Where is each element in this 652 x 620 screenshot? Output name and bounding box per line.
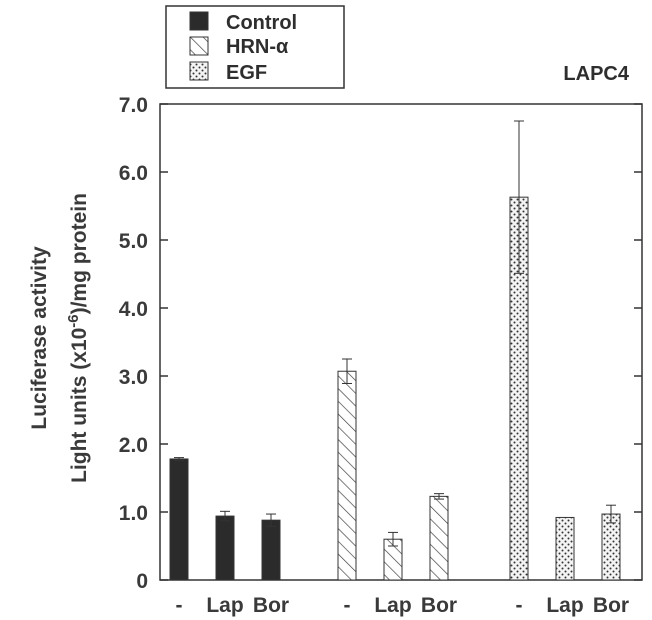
bar-egf-bor-2 [601,513,621,581]
bar-control-lap-1 [215,515,235,581]
x-label-control-2: Bor [253,594,289,617]
x-label-hrn-1: Lap [374,594,411,617]
y-axis-title-superscript: -6 [65,314,82,327]
error-bars [174,120,616,547]
y-axis: 0 1.0 2.0 3.0 4.0 5.0 6.0 7.0 [119,94,642,593]
plot-frame [159,103,643,581]
y-tick-label-3: 3.0 [119,366,148,389]
y-tick-label-1: 1.0 [119,502,148,525]
x-label-hrn-2: Bor [421,594,457,617]
bar-hrn-none-0 [337,370,357,581]
x-label-control-1: Lap [206,594,243,617]
bar-control-bor-2 [261,519,281,581]
x-label-control-0: - [176,594,183,617]
bars [169,196,621,581]
x-axis-labels: - Lap Bor - Lap Bor - Lap Bor [176,594,630,617]
y-tick-label-4: 4.0 [119,298,148,321]
y-axis-title-line2: Light units (x10-6)/mg protein [65,193,91,483]
bar-hrn-bor-2 [429,495,449,581]
legend-label-egf: EGF [226,62,267,84]
legend-swatch-egf [189,61,209,81]
y-tick-label-5: 5.0 [119,230,148,253]
legend-label-hrn: HRN-α [226,36,289,58]
legend-swatch-control [189,11,209,31]
bar-control-none-0 [169,458,189,581]
y-tick-label-7: 7.0 [119,94,148,117]
y-tick-label-6: 6.0 [119,162,148,185]
bar-egf-lap-1 [555,516,575,581]
x-label-egf-0: - [516,594,523,617]
y-axis-title-line1: Luciferase activity [28,246,51,430]
y-axis-title-part1: Light units (x10 [68,328,91,483]
x-label-egf-1: Lap [546,594,583,617]
x-label-egf-2: Bor [593,594,629,617]
y-tick-label-0: 0 [136,570,148,593]
y-tick-label-2: 2.0 [119,434,148,457]
legend-swatch-hrn [189,36,209,56]
legend-label-control: Control [226,12,297,34]
x-label-hrn-0: - [344,594,351,617]
legend: Control HRN-α EGF [165,5,345,89]
cell-line-annotation: LAPC4 [563,63,629,85]
y-axis-title-part2: )/mg protein [68,193,91,314]
